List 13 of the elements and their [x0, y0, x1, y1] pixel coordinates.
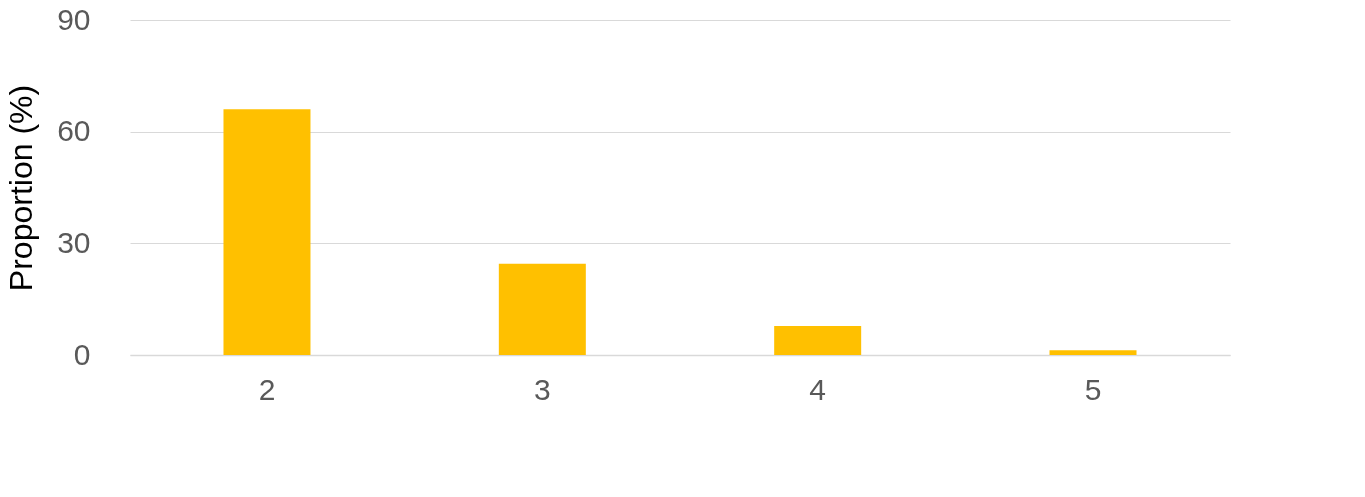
bar: [498, 263, 586, 355]
y-tick-label: 30: [57, 225, 91, 259]
y-tick-label: 60: [57, 114, 91, 148]
bar: [1049, 350, 1137, 355]
y-axis-title: Proportion (%): [3, 84, 40, 292]
bar: [223, 109, 311, 355]
x-tick-label: 2: [258, 372, 276, 406]
x-tick-label: 3: [533, 372, 551, 406]
y-tick-label: 0: [73, 337, 91, 371]
y-tick-label: 90: [57, 2, 91, 36]
x-tick-label: 5: [1084, 372, 1102, 406]
bar: [774, 325, 862, 355]
x-tick-label: 4: [809, 372, 827, 406]
